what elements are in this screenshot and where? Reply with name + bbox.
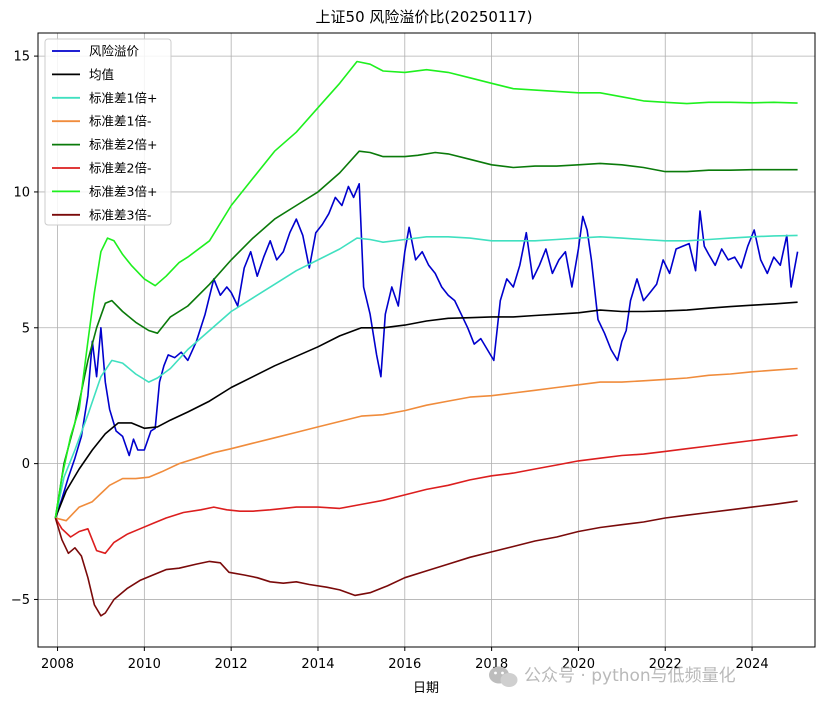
y-tick-label: 15 (13, 50, 30, 65)
grid-layer (38, 33, 815, 647)
legend-label: 均值 (89, 67, 114, 82)
tick-layer: 2008 2010 2012 2014 2016 2018 2020 2022 2024−505… (11, 50, 769, 672)
legend-label: 标准差1倍+ (89, 90, 157, 105)
y-tick-label: 10 (13, 185, 30, 200)
series-line-7 (54, 500, 798, 617)
series-line-4 (54, 150, 798, 519)
x-tick-label: 2022 (649, 657, 682, 672)
y-tick-label: 5 (22, 321, 30, 336)
legend-label: 标准差1倍- (89, 114, 151, 129)
series-line-6 (54, 60, 798, 519)
series-line-1 (54, 301, 798, 519)
legend-box (44, 38, 172, 226)
legend-label: 标准差2倍+ (89, 137, 157, 152)
series-line-3 (55, 367, 798, 522)
watermark-text: 公众号 · python与低频量化 (524, 666, 736, 686)
wechat-icon (489, 666, 518, 687)
legend-label: 标准差3倍+ (89, 184, 157, 199)
watermark: 公众号 · python与低频量化 (489, 666, 736, 687)
legend-label: 标准差3倍- (89, 207, 151, 222)
x-tick-label: 2008 (41, 657, 74, 672)
x-axis-label: 日期 (413, 681, 439, 696)
y-tick-label: 0 (22, 457, 30, 472)
x-tick-label: 2014 (301, 657, 334, 672)
series-line-0 (54, 183, 799, 519)
legend-label: 标准差2倍- (89, 161, 151, 176)
series-line-5 (54, 434, 798, 555)
x-tick-label: 2020 (562, 657, 595, 672)
y-tick-label: −5 (11, 593, 30, 608)
x-tick-label: 2024 (736, 657, 769, 672)
x-tick-label: 2016 (388, 657, 421, 672)
chart-title: 上证50 风险溢价比(20250117) (316, 8, 533, 26)
x-tick-label: 2012 (215, 657, 248, 672)
legend-label: 风险溢价 (89, 44, 140, 59)
series-line-2 (54, 234, 798, 519)
plot-area-frame (37, 32, 816, 648)
series-layer (54, 60, 799, 617)
x-tick-label: 2010 (128, 657, 161, 672)
